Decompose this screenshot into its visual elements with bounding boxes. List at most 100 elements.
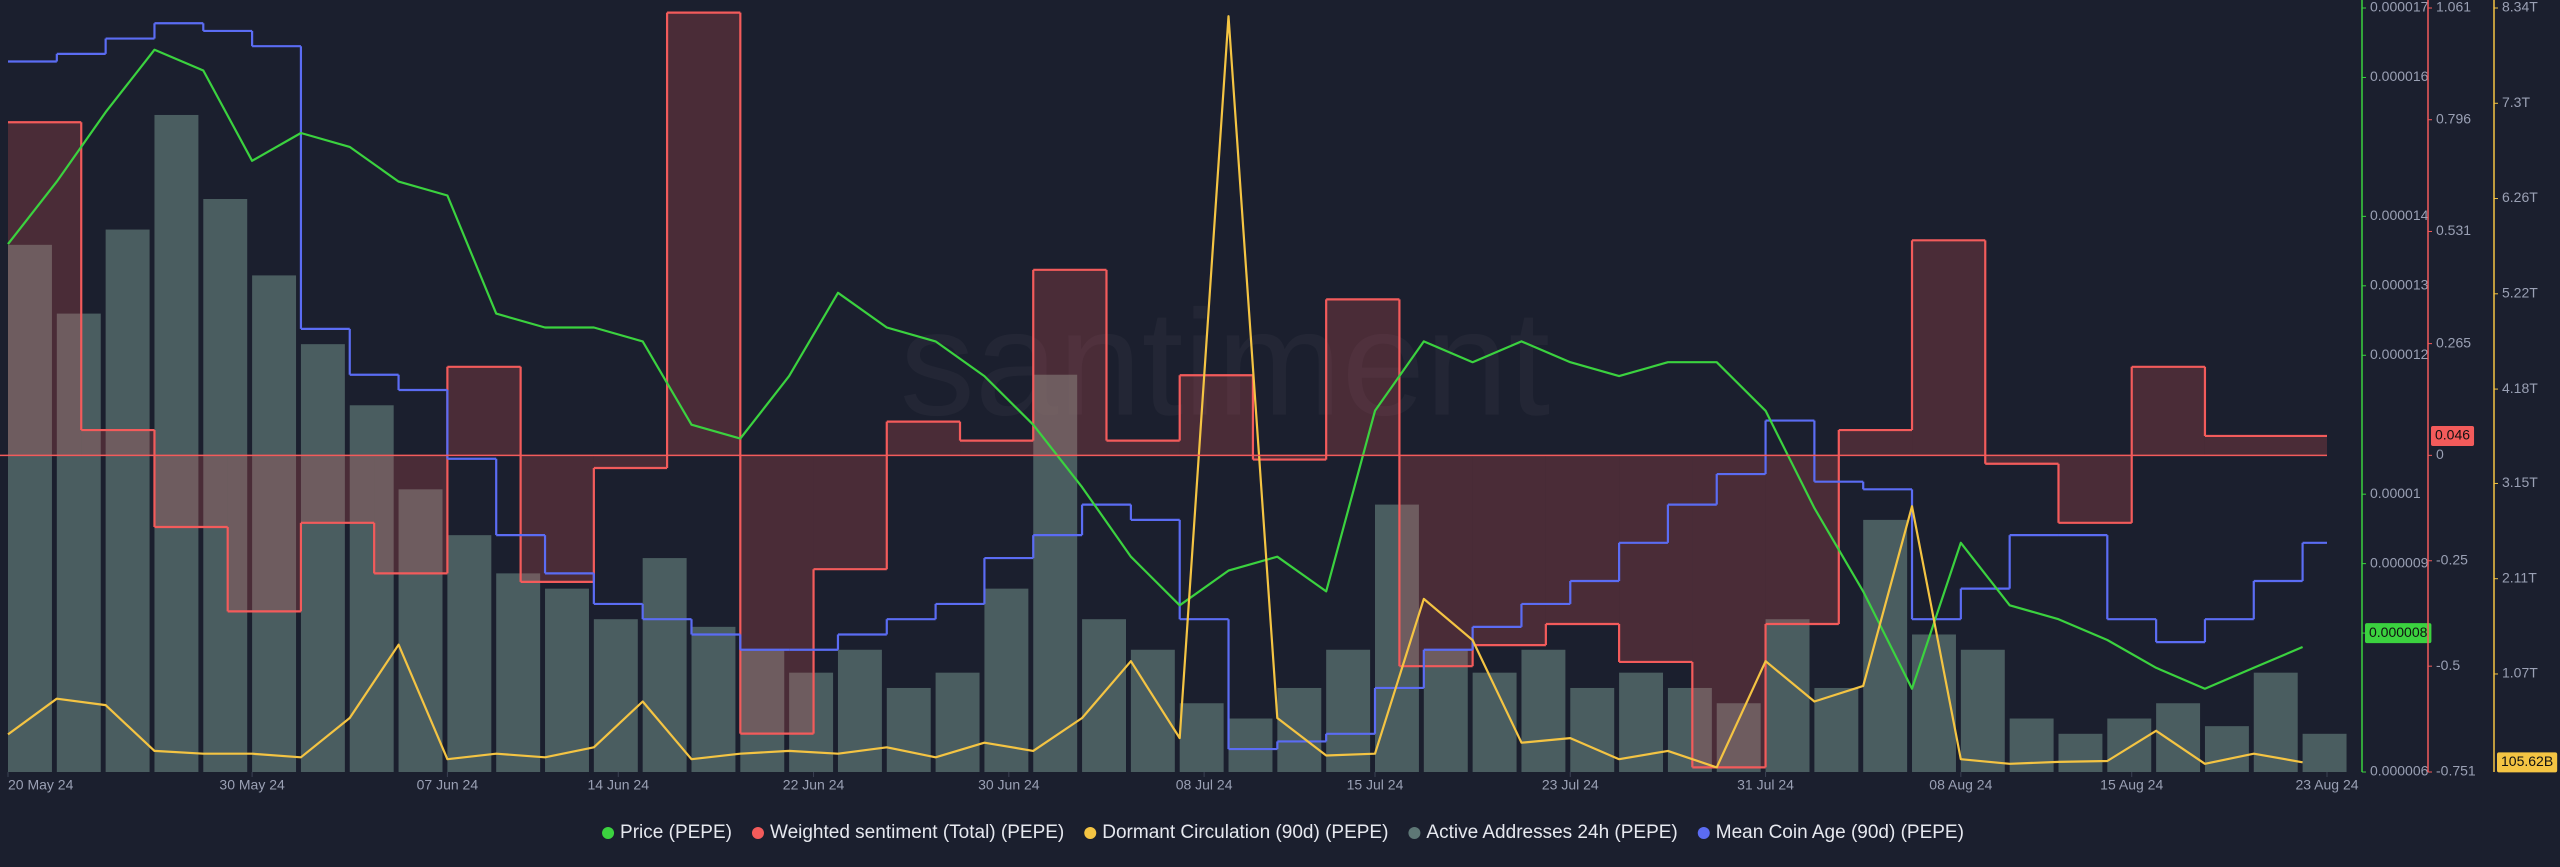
y-tick-label: 0.000016	[2370, 68, 2429, 84]
sentiment-area	[2058, 455, 2132, 523]
sentiment-area	[740, 455, 814, 734]
bar	[984, 588, 1029, 772]
y-tick-label: 0.796	[2436, 110, 2471, 126]
bar	[1179, 703, 1224, 772]
bar	[300, 344, 345, 772]
sentiment-area	[447, 366, 521, 456]
sentiment-area	[886, 421, 961, 456]
sentiment-area	[667, 12, 741, 456]
y-tick-label: 0.000006	[2370, 763, 2429, 779]
sentiment-area	[300, 455, 375, 523]
y-tick-label: 1.07T	[2502, 665, 2538, 681]
y-tick-label: 0.000014	[2370, 207, 2429, 223]
sentiment-area	[1692, 455, 1766, 768]
y-tick-label: 0	[2436, 446, 2444, 462]
series-line	[7, 48, 2304, 690]
sentiment-area	[1106, 440, 1180, 456]
legend-item: Mean Coin Age (90d) (PEPE)	[1697, 822, 1964, 843]
y-tick-label: 0.531	[2436, 222, 2471, 238]
bar	[1716, 703, 1761, 772]
sentiment-area	[593, 455, 668, 469]
sentiment-area	[1399, 455, 1473, 667]
sentiment-area	[8, 122, 82, 456]
x-tick-label: 08 Jul 24	[1176, 777, 1233, 793]
sentiment-area	[1472, 455, 1546, 646]
y-tick-label: 0.00001	[2370, 485, 2421, 501]
y-tick-label: 2.11T	[2502, 569, 2537, 585]
current-badge: 0.000008	[2365, 623, 2432, 644]
y-tick-label: 0.000009	[2370, 554, 2429, 570]
x-tick-label: 07 Jun 24	[417, 777, 479, 793]
legend-swatch	[751, 827, 764, 839]
badge-box	[2365, 623, 2432, 644]
badge-label: 0.046	[2435, 427, 2470, 443]
sentiment-area	[1033, 269, 1107, 456]
bar	[1130, 649, 1175, 772]
legend-item: Weighted sentiment (Total) (PEPE)	[751, 822, 1064, 843]
legend-item: Price (PEPE)	[602, 822, 732, 843]
x-tick-label: 30 May 24	[219, 777, 285, 793]
y-tick-label: 7.3T	[2502, 94, 2530, 110]
bar	[1082, 619, 1127, 772]
badge-box	[2431, 425, 2475, 446]
y-tick-label: -0.5	[2436, 657, 2460, 673]
y-tick-label: 4.18T	[2502, 380, 2538, 396]
x-tick-label: 14 Jun 24	[588, 777, 650, 793]
bar	[789, 672, 834, 772]
x-tick-label: 15 Aug 24	[2100, 777, 2163, 793]
bar	[1912, 634, 1956, 772]
bar	[545, 588, 589, 772]
badge-label: 105.62B	[2501, 753, 2553, 769]
y-tick-label: -0.751	[2436, 763, 2476, 779]
sentiment-area	[1619, 455, 1693, 662]
sentiment-area	[1326, 299, 1400, 456]
bar	[2058, 733, 2103, 772]
x-tick-label: 15 Jul 24	[1347, 777, 1404, 793]
bar	[1863, 519, 1908, 772]
y-tick-label: 1.061	[2436, 0, 2471, 15]
bar	[2302, 733, 2347, 772]
badge-box	[2497, 752, 2558, 773]
sentiment-area	[154, 455, 228, 528]
x-tick-label: 30 Jun 24	[978, 777, 1040, 793]
sentiment-area	[227, 455, 301, 612]
bar	[642, 558, 687, 772]
bar	[2204, 726, 2249, 772]
legend-swatch	[1408, 827, 1421, 839]
current-badge: 105.62B	[2497, 752, 2558, 773]
legend-item: Dormant Circulation (90d) (PEPE)	[1084, 822, 1388, 843]
bar	[8, 244, 52, 773]
x-tick-label: 31 Jul 24	[1737, 777, 1794, 793]
sentiment-area	[1179, 375, 1253, 456]
legend-text: Price (PEPE)	[620, 822, 732, 843]
y-tick-label: 0.000013	[2370, 277, 2429, 293]
bar	[447, 535, 492, 772]
bar	[1472, 672, 1517, 772]
sentiment-area	[1252, 455, 1327, 460]
bar	[1228, 718, 1273, 772]
x-tick-label: 20 May 24	[8, 777, 74, 793]
sentiment-area	[2131, 366, 2205, 456]
y-tick-label: 0.265	[2436, 334, 2471, 350]
legend-swatch	[1084, 827, 1097, 839]
bar	[691, 626, 736, 772]
bar	[1521, 649, 1566, 772]
bar	[56, 313, 101, 772]
bar	[593, 619, 638, 772]
x-tick-label: 08 Aug 24	[1929, 777, 1992, 793]
bar	[496, 573, 541, 772]
legend-text: Dormant Circulation (90d) (PEPE)	[1102, 822, 1388, 843]
sentiment-area	[1545, 455, 1620, 625]
legend-item: Active Addresses 24h (PEPE)	[1408, 822, 1678, 843]
badge-label: 0.000008	[2369, 624, 2428, 640]
bar	[2156, 703, 2201, 772]
y-tick-label: 3.15T	[2502, 474, 2538, 490]
legend-text: Weighted sentiment (Total) (PEPE)	[770, 822, 1064, 843]
bar	[398, 489, 443, 772]
series-line	[7, 15, 2303, 769]
bar	[1423, 649, 1468, 772]
sentiment-area	[2204, 435, 2327, 456]
sentiment-area	[81, 430, 155, 456]
x-tick-label: 23 Jul 24	[1542, 777, 1599, 793]
